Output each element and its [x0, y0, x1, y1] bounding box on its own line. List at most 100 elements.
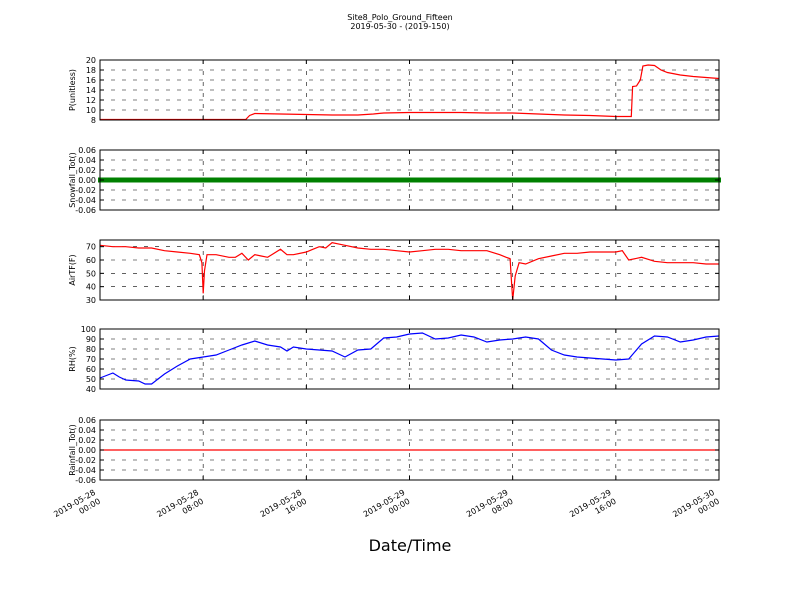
- series-marker: [623, 177, 628, 183]
- series-marker: [452, 177, 457, 183]
- panel-2: 30 40 50 60 70 AirTF(F): [68, 239, 720, 305]
- series-marker: [230, 177, 235, 183]
- y-tick-label: 8: [91, 116, 96, 125]
- series-marker: [384, 177, 389, 183]
- series-marker: [117, 177, 122, 183]
- series-marker: [288, 177, 293, 183]
- panel-frame: [99, 239, 720, 301]
- y-tick-label: 16: [86, 76, 96, 85]
- series-marker: [110, 177, 115, 183]
- series-marker: [352, 177, 357, 183]
- series-marker: [626, 177, 631, 183]
- series-marker: [362, 177, 367, 183]
- series-marker: [246, 177, 251, 183]
- series-marker: [588, 177, 593, 183]
- series-marker: [491, 177, 496, 183]
- series-marker: [594, 177, 599, 183]
- y-tick-label: 0.06: [78, 416, 96, 425]
- y-tick-label: -0.04: [75, 466, 96, 475]
- y-tick-label: 0.00: [78, 176, 96, 185]
- series-marker: [330, 177, 335, 183]
- series-marker: [662, 177, 667, 183]
- series-marker: [407, 177, 412, 183]
- series-marker: [600, 177, 605, 183]
- series-marker: [349, 177, 354, 183]
- series-marker: [168, 177, 173, 183]
- series-marker: [401, 177, 406, 183]
- series-marker: [565, 177, 570, 183]
- series-marker: [552, 177, 557, 183]
- series-marker: [220, 177, 225, 183]
- x-tick-label: 2019-05-2800:00: [52, 488, 102, 528]
- series-marker: [207, 177, 212, 183]
- series-marker: [226, 177, 231, 183]
- series-marker: [152, 177, 157, 183]
- series-marker: [465, 177, 470, 183]
- series-marker: [642, 177, 647, 183]
- series-marker: [449, 177, 454, 183]
- series-marker: [201, 177, 206, 183]
- series-marker: [468, 177, 473, 183]
- y-tick-label: 10: [86, 106, 96, 115]
- series-marker: [436, 177, 441, 183]
- series-marker: [433, 177, 438, 183]
- y-axis-label: Rainfall_Tot(): [68, 424, 77, 476]
- series-marker: [146, 177, 151, 183]
- series-marker: [459, 177, 464, 183]
- series-marker: [281, 177, 286, 183]
- x-tick-label: 2019-05-2916:00: [568, 488, 618, 528]
- y-tick-label: 14: [86, 86, 96, 95]
- series-marker: [114, 177, 119, 183]
- series-marker: [143, 177, 148, 183]
- series-marker: [410, 177, 415, 183]
- chart-subtitle: 2019-05-30 - (2019-150): [350, 22, 449, 31]
- series-marker: [578, 177, 583, 183]
- series-marker: [478, 177, 483, 183]
- x-tick-label: 2019-05-2900:00: [362, 488, 412, 528]
- series-marker: [681, 177, 686, 183]
- series-marker: [243, 177, 248, 183]
- series-marker: [165, 177, 170, 183]
- series-marker: [314, 177, 319, 183]
- series-marker: [697, 177, 702, 183]
- series-marker: [639, 177, 644, 183]
- series-marker: [149, 177, 154, 183]
- series-marker: [397, 177, 402, 183]
- series-marker: [607, 177, 612, 183]
- series-marker: [678, 177, 683, 183]
- y-tick-label: -0.04: [75, 196, 96, 205]
- series-marker: [359, 177, 364, 183]
- y-axis-label: AirTF(F): [68, 254, 77, 285]
- series-marker: [649, 177, 654, 183]
- series-marker: [394, 177, 399, 183]
- y-tick-label: -0.06: [75, 476, 96, 485]
- series-marker: [365, 177, 370, 183]
- series-marker: [655, 177, 660, 183]
- series-marker: [694, 177, 699, 183]
- series-marker: [136, 177, 141, 183]
- series-marker: [584, 177, 589, 183]
- y-tick-label: 0.02: [78, 436, 96, 445]
- series-marker: [378, 177, 383, 183]
- series-marker: [417, 177, 422, 183]
- series-marker: [188, 177, 193, 183]
- series-marker: [687, 177, 692, 183]
- y-tick-label: -0.06: [75, 206, 96, 215]
- series-marker: [430, 177, 435, 183]
- series-marker: [204, 177, 209, 183]
- y-tick-label: 50: [86, 375, 96, 384]
- series-marker: [629, 177, 634, 183]
- series-marker: [252, 177, 257, 183]
- series-marker: [156, 177, 161, 183]
- series-marker: [420, 177, 425, 183]
- series-marker: [343, 177, 348, 183]
- series-marker: [178, 177, 183, 183]
- series-marker: [633, 177, 638, 183]
- x-tick-label: 2019-05-2908:00: [465, 488, 515, 528]
- series-marker: [671, 177, 676, 183]
- series-marker: [668, 177, 673, 183]
